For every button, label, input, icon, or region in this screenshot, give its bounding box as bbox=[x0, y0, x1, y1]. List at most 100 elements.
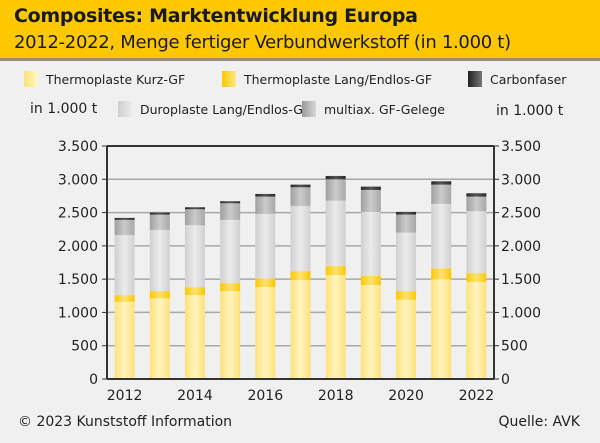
bar-kurz-2019 bbox=[360, 285, 381, 379]
y-tick-label-right: 1.000 bbox=[501, 305, 541, 321]
legend-swatch-carbon bbox=[468, 71, 482, 87]
bar-kurz-2014 bbox=[184, 295, 205, 379]
bar-lang-2019 bbox=[360, 275, 381, 286]
bar-kurz-2020 bbox=[396, 299, 417, 379]
bar-lang-2015 bbox=[220, 283, 241, 292]
y-tick-label-left: 2.000 bbox=[58, 239, 98, 255]
y-tick-label-left: 2.500 bbox=[58, 206, 98, 222]
bar-stack-2014 bbox=[184, 207, 205, 379]
bar-multiax-2013 bbox=[149, 214, 170, 230]
legend-label-lang: Thermoplaste Lang/Endlos-GF bbox=[244, 71, 433, 87]
legend-swatch-duro bbox=[118, 101, 132, 117]
x-tick-label: 2012 bbox=[107, 388, 143, 404]
y-tick-label-left: 500 bbox=[71, 339, 98, 355]
bar-lang-2020 bbox=[396, 291, 417, 300]
y-tick-label-right: 2.500 bbox=[501, 206, 541, 222]
bar-carbon-2022 bbox=[466, 193, 487, 197]
chart-title: Composites: Marktentwicklung Europa bbox=[14, 5, 418, 27]
y-tick-label-left: 3.500 bbox=[58, 139, 98, 155]
bar-duro-2021 bbox=[431, 203, 452, 269]
bar-kurz-2018 bbox=[325, 275, 346, 379]
bar-lang-2017 bbox=[290, 271, 311, 280]
header-banner: Composites: Marktentwicklung Europa 2012… bbox=[0, 0, 600, 61]
legend-item-carbon: Carbonfaser bbox=[468, 71, 566, 87]
bar-kurz-2015 bbox=[220, 291, 241, 379]
bar-lang-2018 bbox=[325, 265, 346, 276]
bar-carbon-2015 bbox=[220, 201, 241, 204]
bar-carbon-2020 bbox=[396, 211, 417, 215]
y-tick-label-left: 1.500 bbox=[58, 272, 98, 288]
bar-duro-2017 bbox=[290, 205, 311, 272]
x-tick-label: 2018 bbox=[318, 388, 354, 404]
bar-stack-2012 bbox=[114, 217, 135, 379]
bar-duro-2012 bbox=[114, 235, 135, 296]
legend-item-multiax: multiax. GF-Gelege bbox=[302, 101, 445, 117]
legend-label-carbon: Carbonfaser bbox=[490, 71, 567, 87]
bar-kurz-2016 bbox=[255, 287, 276, 379]
x-tick-label: 2014 bbox=[177, 388, 213, 404]
legend-swatch-multiax bbox=[302, 101, 316, 117]
bar-carbon-2013 bbox=[149, 212, 170, 215]
bar-multiax-2017 bbox=[290, 187, 311, 206]
bar-carbon-2021 bbox=[431, 181, 452, 185]
y-tick-label-right: 0 bbox=[501, 372, 510, 388]
legend-swatch-kurz bbox=[24, 71, 38, 87]
bar-multiax-2018 bbox=[325, 179, 346, 201]
bar-lang-2022 bbox=[466, 273, 487, 282]
y-tick-label-left: 1.000 bbox=[58, 305, 98, 321]
bar-multiax-2022 bbox=[466, 196, 487, 212]
bar-stack-2019 bbox=[360, 186, 381, 379]
bar-multiax-2014 bbox=[184, 209, 205, 226]
bar-duro-2015 bbox=[220, 219, 241, 284]
bar-stack-2022 bbox=[466, 193, 487, 379]
legend-swatch-lang bbox=[222, 71, 236, 87]
bar-duro-2019 bbox=[360, 211, 381, 276]
y-tick-label-right: 500 bbox=[501, 339, 528, 355]
bar-duro-2020 bbox=[396, 232, 417, 292]
bar-kurz-2017 bbox=[290, 279, 311, 379]
legend-label-duro: Duroplaste Lang/Endlos-GF bbox=[140, 101, 311, 117]
legend-label-multiax: multiax. GF-Gelege bbox=[324, 101, 445, 117]
bar-kurz-2021 bbox=[431, 279, 452, 379]
bar-stack-2013 bbox=[149, 212, 170, 379]
bar-carbon-2012 bbox=[114, 217, 135, 220]
bar-stack-2020 bbox=[396, 211, 417, 379]
x-tick-label: 2022 bbox=[459, 388, 495, 404]
bar-carbon-2018 bbox=[325, 175, 346, 180]
x-tick-label: 2016 bbox=[247, 388, 283, 404]
legend-item-lang: Thermoplaste Lang/Endlos-GF bbox=[222, 71, 432, 87]
bar-carbon-2019 bbox=[360, 186, 381, 190]
bar-stack-2016 bbox=[255, 193, 276, 379]
bar-multiax-2019 bbox=[360, 189, 381, 212]
bar-lang-2012 bbox=[114, 295, 135, 302]
left-axis-unit: in 1.000 t bbox=[30, 101, 98, 117]
chart-subtitle: 2012-2022, Menge fertiger Verbundwerksto… bbox=[14, 32, 511, 53]
bar-duro-2014 bbox=[184, 225, 205, 288]
bar-carbon-2017 bbox=[290, 184, 311, 188]
legend-item-kurz: Thermoplaste Kurz-GF bbox=[24, 71, 185, 87]
y-tick-label-right: 3.000 bbox=[501, 172, 541, 188]
y-tick-label-left: 3.000 bbox=[58, 172, 98, 188]
bar-stack-2018 bbox=[325, 175, 346, 379]
bar-carbon-2016 bbox=[255, 193, 276, 197]
bar-multiax-2015 bbox=[220, 203, 241, 220]
bar-lang-2016 bbox=[255, 278, 276, 288]
bar-carbon-2014 bbox=[184, 207, 205, 210]
legend-label-kurz: Thermoplaste Kurz-GF bbox=[46, 71, 186, 87]
legend-item-duro: Duroplaste Lang/Endlos-GF bbox=[118, 101, 310, 117]
bar-kurz-2022 bbox=[466, 281, 487, 379]
bar-kurz-2012 bbox=[114, 301, 135, 379]
bar-stack-2015 bbox=[220, 201, 241, 379]
y-tick-label-right: 3.500 bbox=[501, 139, 541, 155]
y-tick-label-left: 0 bbox=[89, 372, 98, 388]
bar-duro-2018 bbox=[325, 200, 346, 266]
bar-multiax-2021 bbox=[431, 184, 452, 204]
bar-lang-2014 bbox=[184, 287, 205, 296]
bar-stack-2021 bbox=[431, 181, 452, 379]
y-tick-label-right: 1.500 bbox=[501, 272, 541, 288]
bar-lang-2021 bbox=[431, 268, 452, 280]
source-text: Quelle: AVK bbox=[498, 414, 580, 430]
bar-kurz-2013 bbox=[149, 298, 170, 379]
bar-lang-2013 bbox=[149, 291, 170, 299]
